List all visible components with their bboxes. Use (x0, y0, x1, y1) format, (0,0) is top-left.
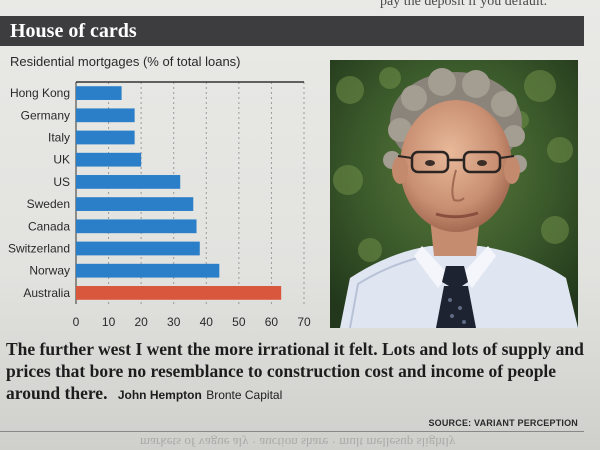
category-label: Sweden (27, 197, 70, 211)
bar-sweden (76, 197, 194, 211)
bar-germany (76, 108, 135, 123)
quote-text: The further west I went the more irratio… (6, 339, 584, 403)
man-portrait-icon (330, 60, 578, 328)
bar-hong-kong (76, 86, 122, 100)
bleed-through-text: markets of vague aly · auction share · m… (140, 435, 456, 450)
category-label: Canada (28, 219, 70, 233)
category-label: US (53, 175, 70, 189)
bar-canada (76, 219, 197, 234)
category-label: Switzerland (8, 242, 70, 256)
quote-org: Bronte Capital (206, 388, 283, 402)
bar-us (76, 175, 181, 189)
x-tick-label: 10 (102, 315, 116, 329)
section-title: House of cards (10, 20, 137, 42)
bar-norway (76, 263, 220, 278)
x-tick-label: 30 (167, 315, 181, 329)
category-label: Australia (23, 286, 70, 300)
portrait-photo (330, 60, 578, 328)
bar-australia (76, 286, 282, 300)
category-label: Germany (21, 108, 70, 122)
quote-person: John Hempton (117, 388, 202, 402)
bar-uk (76, 152, 142, 167)
bar-italy (76, 130, 135, 145)
category-label: Norway (29, 264, 70, 278)
bar-chart: Hong Kong Germany Italy UK US Sweden Canada Swi… (8, 81, 311, 329)
x-tick-label: 70 (297, 315, 311, 329)
section-header-bar: House of cards (0, 16, 584, 46)
pull-quote: The further west I went the more irratio… (6, 338, 586, 406)
chart-title: Residential mortgages (% of total loans) (10, 54, 241, 69)
x-tick-label: 40 (200, 315, 214, 329)
x-tick-label: 60 (265, 315, 279, 329)
source-credit: SOURCE: VARIANT PERCEPTION (428, 418, 578, 428)
bar-switzerland (76, 241, 200, 256)
category-label: Italy (48, 131, 70, 145)
x-tick-label: 20 (134, 315, 148, 329)
category-label: Hong Kong (10, 86, 70, 100)
category-label: UK (53, 153, 70, 167)
divider (0, 431, 584, 432)
previous-article-fragment: pay the deposit if you default. (380, 0, 548, 9)
x-tick-label: 0 (73, 315, 80, 329)
x-tick-label: 50 (232, 315, 246, 329)
